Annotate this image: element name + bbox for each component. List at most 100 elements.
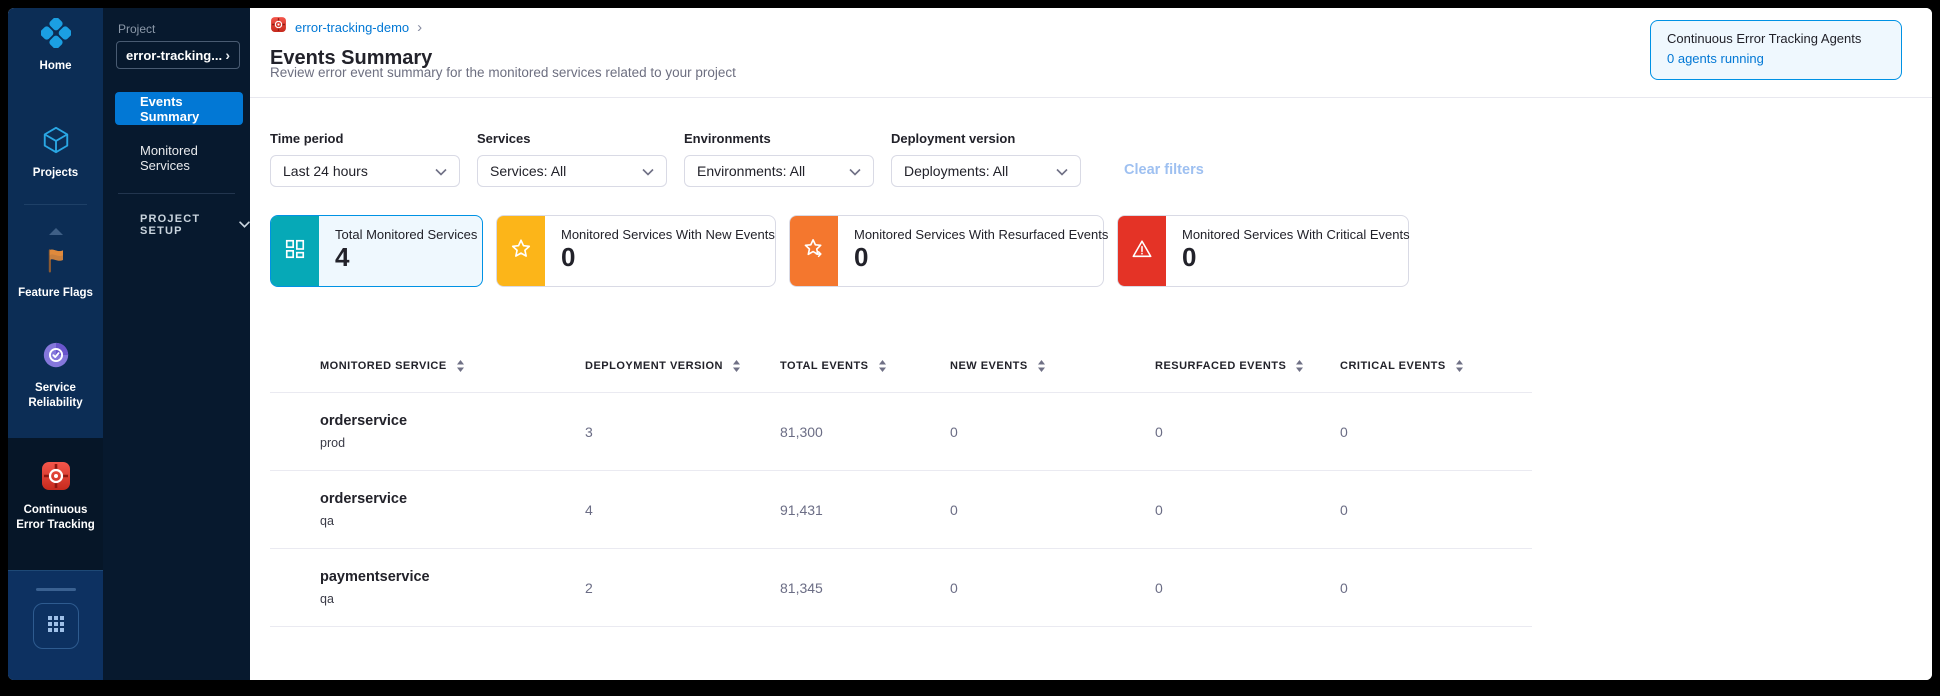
select-value: Services: All <box>490 163 567 179</box>
card-value: 0 <box>561 242 576 272</box>
filter-label: Deployment version <box>891 131 1016 146</box>
service-environment: qa <box>320 592 334 606</box>
sidebar-item-projects[interactable]: Projects <box>8 125 103 181</box>
sidebar-item-service-reliability[interactable]: Service Reliability <box>8 340 103 411</box>
cell-critical-events: 0 <box>1340 579 1348 596</box>
card-resurfaced-events[interactable]: Monitored Services With Resurfaced Event… <box>789 215 1108 287</box>
rail-dock <box>8 570 103 680</box>
cell-total-events: 91,431 <box>780 501 823 518</box>
card-new-events[interactable]: Monitored Services With New Events 0 <box>496 215 776 287</box>
select-value: Last 24 hours <box>283 163 368 179</box>
card-color-block <box>790 216 838 286</box>
card-color-block <box>1118 216 1166 286</box>
cell-resurfaced-events: 0 <box>1155 423 1163 440</box>
sidebar-item-events-summary[interactable]: Events Summary <box>115 92 243 125</box>
cell-monitored-service: paymentservice qa <box>270 569 585 606</box>
sidebar-item-continuous-error-tracking[interactable]: Continuous Error Tracking <box>8 460 103 533</box>
card-color-block <box>497 216 545 286</box>
col-critical-events: CRITICAL EVENTS <box>1340 359 1532 373</box>
cell-resurfaced-events: 0 <box>1155 501 1163 518</box>
sidebar-item-monitored-services[interactable]: Monitored Services <box>115 141 243 174</box>
column-label: RESURFACED EVENTS <box>1155 360 1287 372</box>
cell-critical-events: 0 <box>1340 501 1348 518</box>
sidebar-item-label: Feature Flags <box>18 286 93 299</box>
sort-icon[interactable] <box>732 359 741 373</box>
card-total-monitored-services[interactable]: Total Monitored Services 4 <box>270 215 483 287</box>
table-body: orderservice prod 3 81,300 0 0 0 orderse… <box>270 392 1532 627</box>
collapse-up-icon[interactable] <box>8 227 103 236</box>
column-label: DEPLOYMENT VERSION <box>585 360 723 372</box>
cell-total-events: 81,300 <box>780 423 823 440</box>
target-icon <box>270 16 287 38</box>
clear-filters-button[interactable]: Clear filters <box>1124 162 1204 178</box>
card-label: Monitored Services With Critical Events <box>1182 227 1410 242</box>
cell-monitored-service: orderservice qa <box>270 491 585 528</box>
project-selector-value: error-tracking... <box>126 47 223 63</box>
cell-deployment-version: 2 <box>585 579 593 596</box>
nav-item-label: Monitored Services <box>140 142 198 173</box>
card-label: Total Monitored Services <box>335 227 478 242</box>
table-row[interactable]: orderservice prod 3 81,300 0 0 0 <box>270 393 1532 471</box>
card-color-block <box>271 216 319 286</box>
sort-icon[interactable] <box>1037 359 1046 373</box>
reliability-icon <box>41 340 71 375</box>
filter-services: Services Services: All <box>477 131 667 187</box>
sidebar-item-home[interactable]: Home <box>8 17 103 74</box>
dock-handle[interactable] <box>35 588 76 591</box>
sort-icon[interactable] <box>1295 359 1304 373</box>
card-critical-events[interactable]: Monitored Services With Critical Events … <box>1117 215 1410 287</box>
page-title: Events Summary <box>270 47 433 70</box>
module-rail: Home Projects Feature Flags <box>8 8 103 680</box>
service-name: orderservice <box>320 491 408 507</box>
cell-new-events: 0 <box>950 579 958 596</box>
card-label: Monitored Services With Resurfaced Event… <box>854 227 1109 242</box>
project-setup-section[interactable]: PROJECT SETUP <box>140 213 250 237</box>
chevron-right-icon: › <box>225 47 230 63</box>
module-grid-button[interactable] <box>32 603 79 649</box>
chevron-down-icon <box>1056 163 1068 179</box>
warning-icon <box>1131 238 1153 265</box>
events-summary-table: MONITORED SERVICE DEPLOYMENT VERSION TOT… <box>270 340 1532 627</box>
sidebar-item-label: Continuous Error Tracking <box>16 503 95 531</box>
environments-select[interactable]: Environments: All <box>684 155 874 187</box>
cell-new-events: 0 <box>950 501 958 518</box>
filter-environments: Environments Environments: All <box>684 131 874 187</box>
agents-running-link[interactable]: 0 agents running <box>1667 51 1764 66</box>
service-name: paymentservice <box>320 569 430 585</box>
sidebar-item-label: Home <box>39 59 72 72</box>
table-row[interactable]: orderservice qa 4 91,431 0 0 0 <box>270 471 1532 549</box>
flag-icon <box>42 245 70 280</box>
summary-cards: Total Monitored Services 4 Monitored Ser… <box>270 215 1410 287</box>
agents-card-title: Continuous Error Tracking Agents <box>1667 31 1862 46</box>
rail-active-module-bg <box>8 438 103 570</box>
grid-tiles-icon <box>284 238 306 265</box>
sidebar-item-feature-flags[interactable]: Feature Flags <box>8 245 103 301</box>
page-subtitle: Review error event summary for the monit… <box>270 65 736 80</box>
chevron-down-icon <box>642 163 654 179</box>
chevron-right-icon: › <box>417 18 423 36</box>
table-header-row: MONITORED SERVICE DEPLOYMENT VERSION TOT… <box>270 340 1532 392</box>
service-environment: prod <box>320 436 346 450</box>
cell-resurfaced-events: 0 <box>1155 579 1163 596</box>
breadcrumb-project-link[interactable]: error-tracking-demo <box>295 19 410 35</box>
sort-icon[interactable] <box>456 359 465 373</box>
sidebar-item-label: Projects <box>32 166 79 179</box>
table-row[interactable]: paymentservice qa 2 81,345 0 0 0 <box>270 549 1532 627</box>
services-select[interactable]: Services: All <box>477 155 667 187</box>
nav-divider <box>118 193 235 194</box>
time-period-select[interactable]: Last 24 hours <box>270 155 460 187</box>
grid-dots-icon <box>46 614 66 639</box>
card-label: Monitored Services With New Events <box>561 227 775 242</box>
card-value: 0 <box>854 242 869 272</box>
sort-icon[interactable] <box>1455 359 1464 373</box>
cell-deployment-version: 4 <box>585 501 593 518</box>
sidebar-item-label: Service Reliability <box>28 381 83 409</box>
select-value: Environments: All <box>697 163 806 179</box>
project-selector[interactable]: error-tracking... › <box>116 41 240 69</box>
col-resurfaced-events: RESURFACED EVENTS <box>1155 359 1340 373</box>
sort-icon[interactable] <box>878 359 887 373</box>
col-monitored-service: MONITORED SERVICE <box>270 359 585 373</box>
cube-icon <box>41 125 71 160</box>
cell-deployment-version: 3 <box>585 423 593 440</box>
deployments-select[interactable]: Deployments: All <box>891 155 1081 187</box>
